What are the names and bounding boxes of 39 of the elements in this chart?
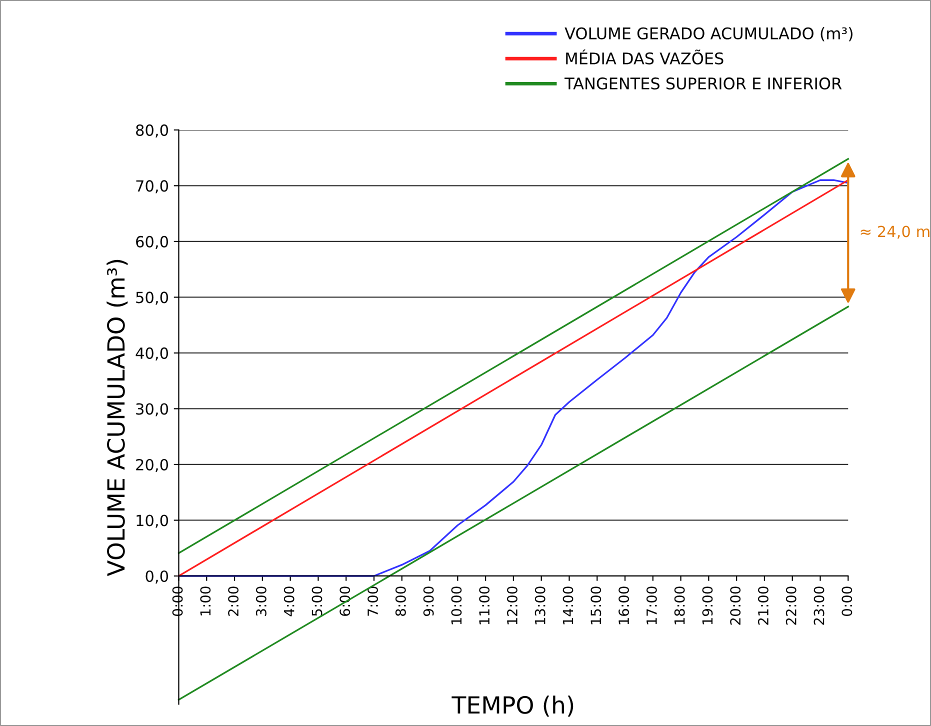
y-tick-label: 80,0 [136,124,168,138]
x-tick-label: 1:00 [200,586,211,616]
y-tick-label: 40,0 [136,347,168,361]
y-tick-label: 50,0 [136,292,168,305]
x-tick-label: 19:00 [702,586,713,624]
y-tick-label: 70,0 [136,180,168,194]
x-tick-label: 10:00 [451,586,462,624]
y-tick-label: 0,0 [146,570,168,584]
x-tick-label: 0:00 [842,586,852,616]
x-tick-label: 11:00 [479,586,490,624]
legend-label: TANGENTES SUPERIOR E INFERIOR [564,77,842,90]
x-tick-label: 9:00 [423,586,434,616]
x-tick-label: 16:00 [618,586,630,624]
x-tick-label: 0:00 [172,586,183,616]
y-tick-label: 10,0 [136,514,168,528]
x-tick-label: 13:00 [534,586,546,624]
x-tick-label: 17:00 [646,586,657,624]
x-tick-label: 18:00 [674,586,685,624]
x-tick-label: 23:00 [814,586,824,625]
x-tick-label: 15:00 [590,586,602,624]
x-tick-label: 2:00 [228,586,239,616]
x-tick-label: 21:00 [758,586,768,625]
x-tick-label: 22:00 [786,586,796,625]
x-tick-label: 14:00 [562,586,574,624]
y-tick-label: 20,0 [136,458,168,472]
x-tick-label: 3:00 [256,586,266,616]
x-tick-label: 5:00 [312,586,322,616]
x-tick-label: 7:00 [368,586,378,616]
legend-label: VOLUME GERADO ACUMULADO (m³) [564,27,852,42]
x-tick-label: 8:00 [395,586,406,616]
text: ≈ 24,0 m [860,226,930,239]
x-tick-label: 4:00 [284,586,294,616]
x-axis-title: TEMPO (h) [452,696,574,717]
legend-label: MÉDIA DAS VAZÕES [566,49,724,64]
y-axis-title: VOLUME ACUMULADO (m³) [106,260,128,576]
y-tick-label: 60,0 [136,236,168,250]
x-tick-label: 20:00 [730,586,741,625]
x-tick-label: 12:00 [506,586,518,624]
y-tick-label: 30,0 [136,403,168,416]
